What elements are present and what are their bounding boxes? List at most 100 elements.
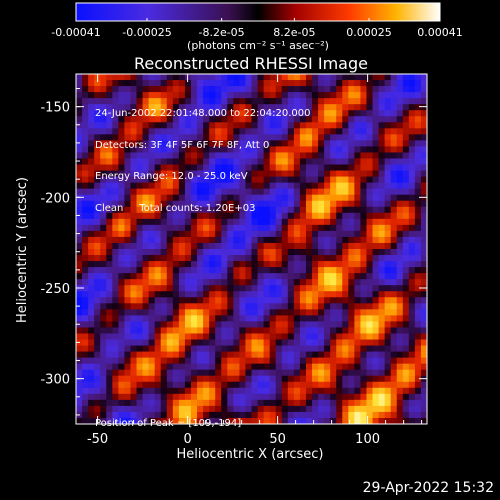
heatmap-cell (203, 188, 210, 196)
heatmap-cell (360, 363, 368, 371)
heatmap-cell (384, 285, 392, 292)
heatmap-cell (160, 86, 168, 93)
heatmap-cell (130, 104, 138, 111)
heatmap-cell (136, 224, 144, 232)
heatmap-cell (281, 381, 289, 389)
heatmap-cell (148, 230, 156, 238)
heatmap-cell (269, 267, 277, 274)
heatmap-cell (348, 200, 355, 208)
heatmap-cell (378, 351, 386, 359)
heatmap-cell (269, 411, 277, 419)
heatmap-cell (281, 104, 289, 111)
heatmap-cell (160, 345, 168, 353)
heatmap-cell (209, 182, 216, 190)
heatmap-cell (318, 351, 325, 359)
heatmap-cell (106, 182, 113, 190)
heatmap-cell (342, 327, 349, 335)
heatmap-cell (148, 110, 156, 117)
heatmap-cell (330, 74, 337, 81)
heatmap-cell (130, 363, 138, 371)
colorbar-tick-label: 0.00041 (417, 26, 463, 39)
heatmap-cell (184, 92, 192, 99)
heatmap-cell (82, 357, 89, 365)
heatmap-cell (148, 369, 156, 377)
heatmap-cell (360, 345, 368, 353)
heatmap-cell (402, 399, 410, 407)
x-tick-label: 0 (183, 432, 191, 447)
heatmap-cell (82, 74, 89, 81)
heatmap-cell (209, 393, 216, 401)
heatmap-cell (318, 164, 325, 172)
heatmap-cell (372, 399, 380, 407)
heatmap-cell (94, 279, 101, 286)
heatmap-cell (215, 411, 222, 419)
heatmap-cell (142, 279, 150, 286)
heatmap-cell (197, 369, 204, 377)
heatmap-cell (233, 303, 240, 310)
heatmap-cell (190, 170, 198, 178)
heatmap-cell (269, 309, 277, 316)
heatmap-cell (142, 285, 150, 292)
heatmap-cell (178, 405, 186, 413)
heatmap-cell (318, 291, 325, 298)
heatmap-cell (257, 170, 265, 178)
heatmap-cell (336, 110, 343, 117)
heatmap-cell (324, 393, 331, 401)
heatmap-cell (76, 212, 83, 220)
heatmap-cell (293, 363, 301, 371)
heatmap-cell (118, 321, 126, 329)
heatmap-cell (148, 357, 156, 365)
heatmap-cell (390, 182, 398, 190)
heatmap-cell (414, 345, 422, 353)
heatmap-cell (130, 387, 138, 395)
heatmap-cell (203, 363, 210, 371)
heatmap-cell (197, 98, 204, 105)
heatmap-cell (312, 212, 319, 220)
x-axis-label: Heliocentric X (arcsec) (177, 447, 324, 462)
heatmap-cell (275, 327, 283, 335)
heatmap-cell (281, 267, 289, 274)
heatmap-cell (190, 381, 198, 389)
heatmap-cell (245, 351, 253, 359)
heatmap-cell (100, 152, 107, 160)
heatmap-cell (372, 152, 380, 160)
heatmap-cell (227, 116, 234, 123)
heatmap-cell (76, 188, 83, 196)
heatmap-cell (154, 182, 162, 190)
heatmap-cell (94, 182, 101, 190)
heatmap-cell (390, 170, 398, 178)
heatmap-cell (378, 146, 386, 154)
heatmap-cell (348, 315, 355, 323)
heatmap-cell (384, 339, 392, 347)
heatmap-cell (336, 224, 343, 232)
heatmap-cell (263, 212, 271, 220)
heatmap-cell (354, 273, 362, 280)
heatmap-cell (197, 104, 204, 111)
heatmap-cell (336, 261, 343, 268)
heatmap-cell (336, 104, 343, 111)
heatmap-cell (118, 411, 126, 419)
heatmap-cell (257, 363, 265, 371)
heatmap-cell (94, 405, 101, 413)
heatmap-cell (112, 387, 119, 395)
heatmap-cell (348, 375, 355, 383)
heatmap-cell (76, 122, 83, 129)
heatmap-cell (360, 164, 368, 172)
heatmap-cell (142, 393, 150, 401)
heatmap-cell (299, 218, 307, 226)
heatmap-cell (330, 297, 337, 304)
heatmap-cell (239, 321, 247, 329)
heatmap-cell (348, 110, 355, 117)
heatmap-cell (275, 224, 283, 232)
heatmap-cell (354, 357, 362, 365)
heatmap-cell (299, 182, 307, 190)
heatmap-cell (336, 327, 343, 335)
heatmap-cell (209, 146, 216, 154)
heatmap-cell (414, 146, 422, 154)
heatmap-cell (384, 303, 392, 310)
heatmap-cell (269, 351, 277, 359)
heatmap-cell (178, 393, 186, 401)
heatmap-cell (94, 321, 101, 329)
heatmap-cell (112, 375, 119, 383)
heatmap-cell (402, 285, 410, 292)
